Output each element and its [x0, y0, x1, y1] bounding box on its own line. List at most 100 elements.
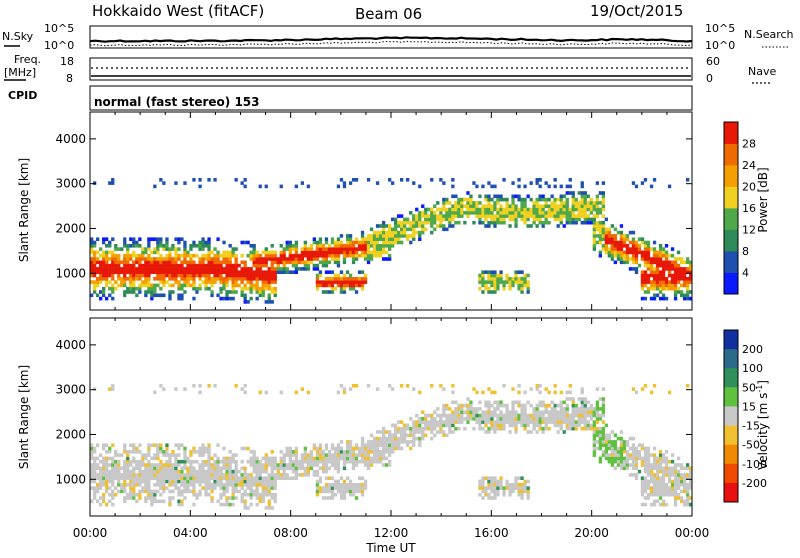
velocity-cell	[388, 450, 392, 454]
velocity-cell	[177, 479, 181, 484]
velocity-cell	[204, 476, 208, 480]
power-colorbar-tick: 16	[742, 202, 756, 215]
power-cell	[532, 204, 536, 208]
power-cell	[448, 214, 452, 218]
power-cell	[144, 270, 148, 274]
power-cell	[403, 224, 407, 228]
velocity-cell	[661, 489, 666, 494]
power-cell	[382, 250, 386, 255]
velocity-cell	[351, 466, 356, 471]
velocity-cell	[336, 469, 341, 474]
velocity-cell	[93, 469, 97, 474]
power-cell	[255, 273, 259, 278]
power-cell	[661, 286, 666, 291]
velocity-cell	[490, 426, 494, 431]
velocity-cell	[409, 426, 413, 431]
velocity-cell	[270, 473, 274, 477]
velocity-cell	[475, 420, 479, 424]
velocity-cell	[493, 407, 497, 411]
power-cell	[333, 247, 338, 251]
velocity-cell	[493, 486, 497, 490]
power-cell	[487, 197, 491, 202]
velocity-cell	[273, 496, 277, 500]
velocity-cell	[448, 430, 452, 434]
power-cell	[114, 253, 118, 258]
velocity-cell	[686, 486, 690, 490]
power-colorbar-swatch	[724, 229, 738, 252]
velocity-cell	[472, 413, 476, 418]
power-cell	[354, 283, 359, 288]
power-cell	[538, 211, 542, 215]
power-cell	[135, 286, 139, 291]
velocity-cell	[270, 450, 274, 454]
velocity-cell	[138, 443, 142, 447]
velocity-cell	[147, 489, 151, 494]
velocity-cell	[514, 410, 518, 414]
power-cell	[580, 211, 584, 215]
power-cell	[583, 194, 587, 199]
power-cell	[183, 273, 187, 278]
power-cell	[102, 286, 106, 291]
velocity-cell	[496, 417, 500, 421]
velocity-cell	[667, 390, 672, 395]
velocity-cell	[189, 459, 193, 464]
velocity-cell	[96, 456, 100, 461]
velocity-cell	[363, 486, 368, 490]
velocity-cell	[658, 463, 663, 467]
velocity-cell	[490, 403, 494, 408]
power-cell	[565, 201, 569, 205]
velocity-cell	[418, 390, 422, 395]
power-cell	[478, 286, 482, 291]
velocity-cell	[493, 400, 497, 405]
velocity-cell	[511, 483, 515, 487]
velocity-cell	[327, 496, 332, 500]
velocity-cell	[502, 420, 506, 424]
velocity-cell	[601, 400, 606, 405]
velocity-cell	[571, 403, 575, 408]
power-cell	[144, 263, 148, 268]
velocity-cell	[318, 476, 323, 480]
power-cell	[640, 181, 645, 185]
power-cell	[273, 293, 277, 298]
power-cell	[168, 296, 172, 301]
velocity-cell	[159, 479, 163, 484]
power-cell	[165, 237, 169, 241]
velocity-cell	[583, 397, 587, 401]
velocity-cell	[481, 420, 485, 424]
power-cell	[637, 237, 642, 241]
power-cell	[327, 247, 332, 251]
velocity-cell	[517, 486, 521, 490]
velocity-cell	[147, 469, 151, 474]
velocity-cell	[565, 423, 569, 428]
velocity-cell	[496, 423, 500, 428]
power-cell	[589, 201, 594, 205]
velocity-cell	[162, 479, 166, 484]
velocity-cell	[324, 469, 329, 474]
velocity-cell	[135, 499, 139, 504]
power-cell	[490, 211, 494, 215]
power-cell	[105, 237, 109, 241]
power-cell	[243, 300, 247, 304]
power-cell	[216, 293, 220, 298]
power-cell	[385, 244, 389, 248]
velocity-cell	[559, 400, 563, 405]
power-cell	[559, 204, 563, 208]
velocity-cell	[484, 423, 488, 428]
velocity-cell	[562, 420, 566, 424]
velocity-cell	[153, 453, 157, 457]
velocity-cell	[637, 456, 642, 461]
cpid-frame	[89, 85, 693, 111]
power-cell	[676, 290, 681, 294]
velocity-cell	[631, 463, 636, 467]
velocity-cell	[96, 466, 100, 471]
velocity-cell	[514, 413, 518, 418]
power-cell	[147, 263, 151, 268]
power-cell	[141, 250, 145, 255]
velocity-cell	[309, 453, 314, 457]
velocity-cell	[667, 476, 672, 480]
power-cell	[490, 290, 494, 294]
velocity-cell	[267, 492, 271, 497]
velocity-cell	[198, 450, 202, 454]
velocity-cell	[333, 450, 338, 454]
velocity-cell	[249, 496, 253, 500]
